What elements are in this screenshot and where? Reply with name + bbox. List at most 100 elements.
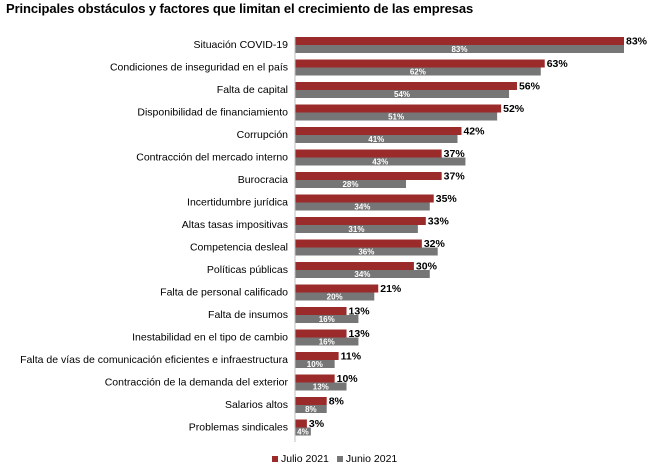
bar-junio-2021 [295,67,541,76]
bar-julio-2021 [295,262,414,270]
chart-title: Principales obstáculos y factores que li… [6,1,474,16]
data-label-junio-2021: 28% [342,180,358,189]
bar-junio-2021 [295,157,466,166]
data-label-junio-2021: 13% [313,383,329,392]
data-label-julio-2021: 10% [337,373,359,385]
category-label: Situación COVID-19 [193,39,288,51]
data-label-julio-2021: 42% [463,126,485,138]
bar-julio-2021 [295,239,422,248]
bar-julio-2021 [295,397,327,405]
category-label: Altas tasas impositivas [182,219,288,231]
data-label-junio-2021: 41% [368,135,384,144]
legend-label-series-1: Julio 2021 [281,453,329,465]
data-label-julio-2021: 37% [444,148,466,160]
data-label-junio-2021: 20% [327,293,343,302]
bar-junio-2021 [295,135,458,143]
bar-julio-2021 [295,82,517,90]
data-label-junio-2021: 16% [319,338,335,347]
data-label-junio-2021: 83% [451,45,467,54]
data-label-junio-2021: 51% [388,113,404,122]
category-label: Condiciones de inseguridad en el país [110,62,288,74]
bar-junio-2021 [295,292,375,301]
data-label-junio-2021: 54% [394,90,410,99]
category-label: Burocracia [238,174,288,186]
category-label: Contracción de la demanda del exterior [105,377,289,389]
bar-julio-2021 [295,127,462,135]
bar-julio-2021 [295,419,307,428]
data-label-junio-2021: 34% [354,203,370,212]
bar-junio-2021 [295,202,430,211]
data-label-junio-2021: 36% [358,248,374,257]
category-label: Falta de insumos [208,309,288,321]
bar-junio-2021 [295,382,347,391]
bar-junio-2021 [295,405,327,413]
bar-julio-2021 [295,172,442,180]
bar-junio-2021 [295,360,335,368]
data-label-julio-2021: 13% [349,328,371,340]
chart-legend: Julio 2021 Junio 2021 [272,453,405,465]
data-label-julio-2021: 21% [380,283,402,295]
data-label-julio-2021: 56% [519,81,541,93]
bar-junio-2021 [295,315,359,323]
category-label: Salarios altos [225,399,288,411]
data-label-julio-2021: 32% [424,238,446,250]
data-label-julio-2021: 3% [309,418,325,430]
category-label: Disponibilidad de financiamiento [137,107,288,119]
bar-julio-2021 [295,104,502,113]
legend-swatch-series-1 [272,456,278,462]
category-label: Incertidumbre jurídica [187,197,288,209]
data-label-junio-2021: 4% [297,428,309,437]
category-label: Falta de vías de comunicación eficientes… [20,354,288,366]
category-label: Inestabilidad en el tipo de cambio [132,332,288,344]
category-label: Problemas sindicales [189,422,288,434]
bar-julio-2021 [295,194,434,203]
bar-junio-2021 [295,337,359,346]
category-label: Falta de personal calificado [160,287,288,299]
legend-item-series-2: Junio 2021 [336,453,398,465]
bar-junio-2021 [295,270,430,278]
bar-julio-2021 [295,307,347,315]
bar-julio-2021 [295,217,426,225]
bars-layer: Situación COVID-19 83% 83% Condiciones de i… [20,36,648,437]
data-label-junio-2021: 10% [307,360,323,369]
data-label-julio-2021: 63% [547,58,569,70]
category-label: Falta de capital [217,84,288,96]
data-label-julio-2021: 33% [428,216,450,228]
bar-julio-2021 [295,149,442,158]
bar-julio-2021 [295,352,339,360]
data-label-julio-2021: 8% [329,396,345,408]
bar-junio-2021 [295,180,406,188]
data-label-julio-2021: 30% [416,261,438,273]
legend-label-series-2: Junio 2021 [345,453,398,465]
bar-junio-2021 [295,90,510,98]
category-label: Corrupción [237,129,289,141]
data-label-julio-2021: 52% [503,103,525,115]
data-label-junio-2021: 43% [372,158,388,167]
bar-junio-2021 [295,247,438,256]
data-label-julio-2021: 13% [349,306,371,318]
data-label-junio-2021: 34% [354,270,370,279]
data-label-junio-2021: 31% [348,225,364,234]
bar-julio-2021 [295,37,624,45]
bar-julio-2021 [295,374,335,383]
bar-julio-2021 [295,284,379,293]
category-label: Competencia desleal [190,242,288,254]
data-label-junio-2021: 62% [410,68,426,77]
data-label-julio-2021: 11% [341,351,362,363]
legend-item-series-1: Julio 2021 [272,453,329,465]
bar-julio-2021 [295,59,545,68]
category-label: Políticas públicas [207,264,288,276]
data-label-junio-2021: 16% [319,315,335,324]
legend-swatch-series-2 [336,456,343,462]
bar-junio-2021 [295,112,498,121]
data-label-julio-2021: 83% [626,36,648,48]
data-label-julio-2021: 37% [444,171,466,183]
category-label: Contracción del mercado interno [136,152,288,164]
bar-junio-2021 [295,45,624,53]
bar-julio-2021 [295,329,347,338]
data-label-junio-2021: 8% [305,405,317,414]
data-label-julio-2021: 35% [436,193,458,205]
bar-junio-2021 [295,225,418,233]
bar-junio-2021 [295,427,311,436]
